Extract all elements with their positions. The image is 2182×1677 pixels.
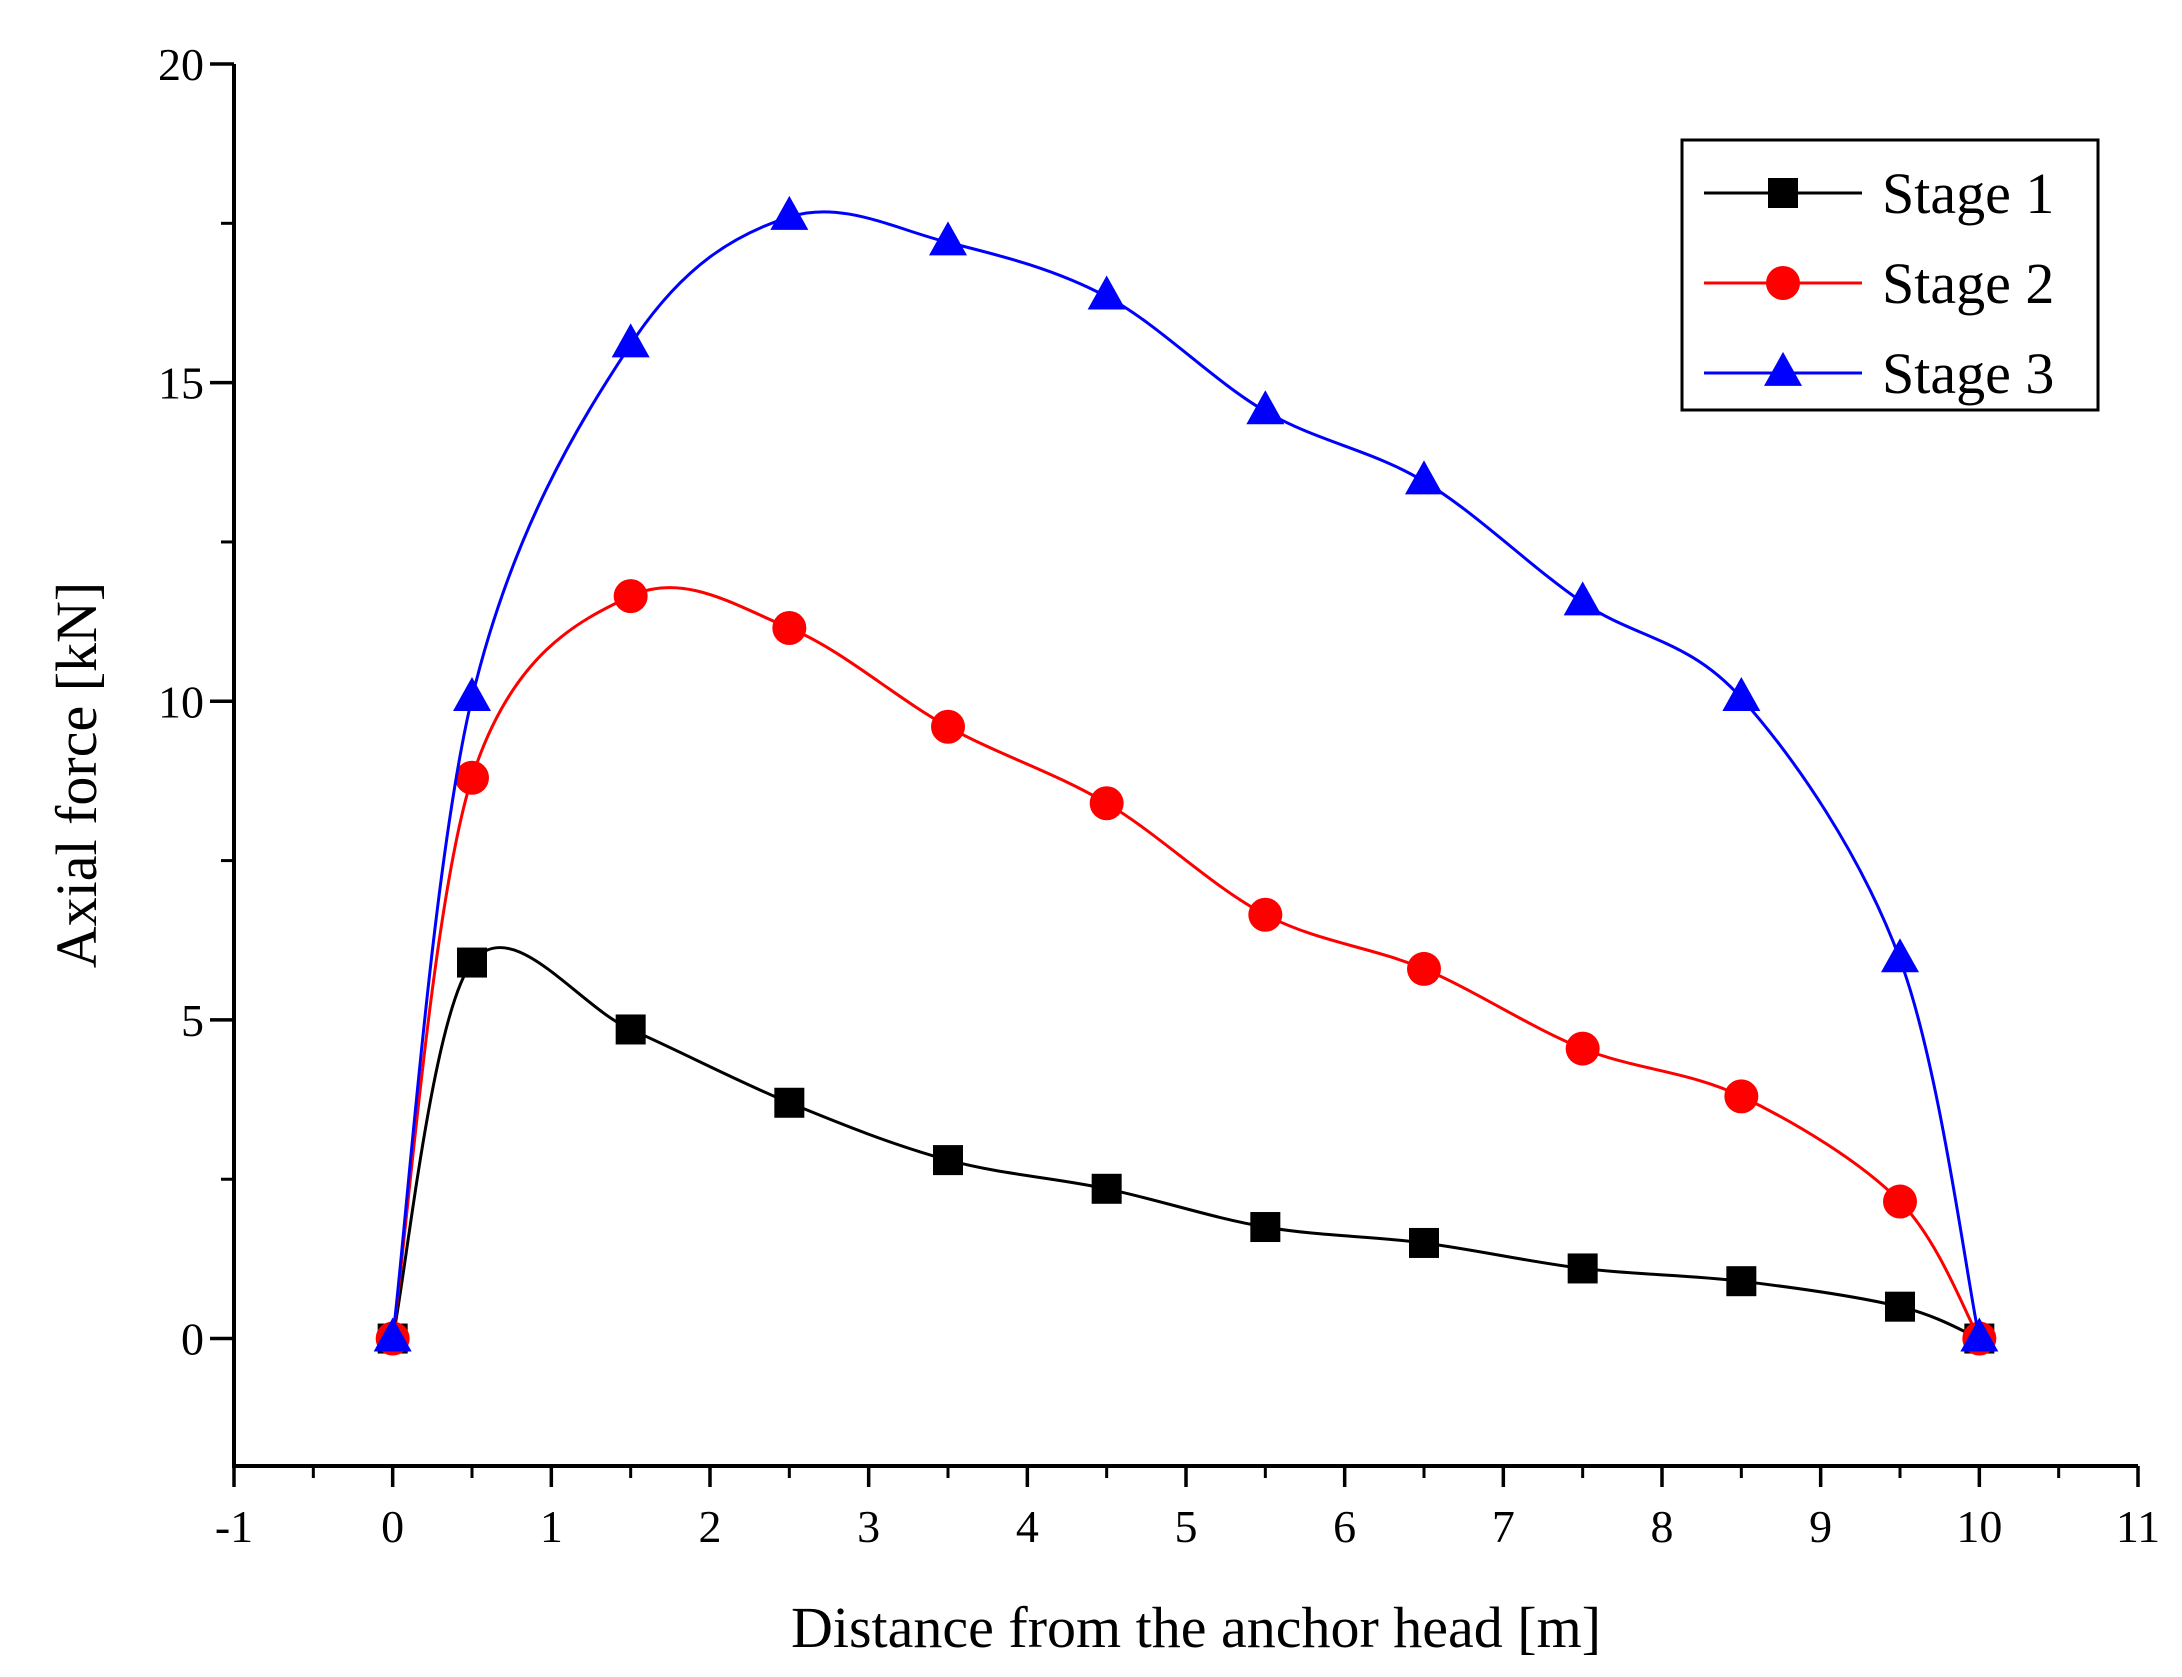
data-point bbox=[1885, 1291, 1915, 1322]
x-tick-label: 7 bbox=[1492, 1501, 1515, 1552]
series-2 bbox=[375, 579, 1997, 1356]
data-point bbox=[931, 709, 965, 744]
data-point bbox=[373, 1317, 412, 1352]
y-tick-label: 15 bbox=[158, 358, 204, 409]
data-point bbox=[613, 579, 648, 614]
data-point bbox=[1722, 677, 1761, 712]
legend-marker bbox=[1768, 178, 1798, 208]
x-tick-label: 10 bbox=[1956, 1501, 2002, 1552]
legend-label: Stage 1 bbox=[1882, 161, 2054, 226]
series-line bbox=[391, 210, 1981, 1339]
data-point bbox=[615, 1014, 646, 1045]
y-tick-label: 10 bbox=[158, 676, 204, 727]
data-point bbox=[1883, 1184, 1917, 1219]
data-point bbox=[1726, 1266, 1757, 1297]
x-tick-label: 11 bbox=[2116, 1501, 2160, 1552]
x-tick-label: 5 bbox=[1175, 1501, 1198, 1552]
legend-marker bbox=[1764, 351, 1802, 386]
plot-series bbox=[373, 195, 1999, 1356]
legend-box bbox=[1680, 138, 2100, 412]
data-point bbox=[1881, 938, 1919, 973]
legend-entry-3: Stage 3 bbox=[1704, 341, 2054, 406]
data-point bbox=[1089, 786, 1124, 821]
x-tick-label: 0 bbox=[381, 1501, 404, 1552]
legend-entry-1: Stage 1 bbox=[1704, 161, 2054, 226]
x-tick-label: 1 bbox=[540, 1501, 563, 1552]
x-tick-label: 6 bbox=[1333, 1501, 1356, 1552]
data-point bbox=[1407, 951, 1441, 986]
x-axis-title: Distance from the anchor head [m] bbox=[791, 1595, 1601, 1660]
series-1 bbox=[377, 946, 1995, 1354]
x-tick-label: -1 bbox=[215, 1501, 253, 1552]
data-point bbox=[1405, 460, 1443, 495]
x-tick-label: 8 bbox=[1651, 1501, 1674, 1552]
data-point bbox=[774, 1087, 805, 1118]
y-tick-label: 0 bbox=[181, 1314, 204, 1365]
data-point bbox=[1087, 275, 1126, 310]
y-tick-label: 5 bbox=[181, 995, 204, 1046]
data-point bbox=[1567, 1253, 1598, 1284]
data-point bbox=[770, 195, 809, 230]
data-point bbox=[1250, 1212, 1281, 1243]
x-tick-label: 3 bbox=[857, 1501, 880, 1552]
data-point bbox=[455, 760, 489, 795]
data-point bbox=[1565, 1031, 1600, 1066]
data-point bbox=[933, 1145, 963, 1176]
data-point bbox=[1563, 581, 1602, 616]
data-point bbox=[1246, 390, 1285, 425]
data-point bbox=[772, 610, 807, 645]
data-point bbox=[929, 221, 967, 256]
series-3 bbox=[373, 195, 1999, 1352]
legend-label: Stage 2 bbox=[1882, 251, 2054, 316]
x-tick-label: 4 bbox=[1016, 1501, 1039, 1552]
legend-label: Stage 3 bbox=[1882, 341, 2054, 406]
legend-entry-2: Stage 2 bbox=[1704, 251, 2054, 316]
legend: Stage 1 Stage 2 Stage 3 bbox=[1680, 138, 2100, 412]
data-point bbox=[1724, 1079, 1759, 1114]
data-point bbox=[453, 677, 491, 712]
data-point bbox=[611, 323, 650, 358]
x-tick-label: 2 bbox=[699, 1501, 722, 1552]
data-point bbox=[457, 947, 487, 978]
legend-marker bbox=[1766, 266, 1800, 300]
data-point bbox=[1960, 1317, 1999, 1352]
x-tick-label: 9 bbox=[1809, 1501, 1832, 1552]
data-point bbox=[1409, 1227, 1439, 1258]
axes: -1 0 1 2 3 4 5 6 7 8 9 10 11 0 5 10 15 20 bbox=[158, 39, 2160, 1552]
y-tick-label: 20 bbox=[158, 39, 204, 90]
data-point bbox=[1248, 897, 1283, 932]
data-point bbox=[1091, 1173, 1122, 1204]
y-axis-title: Axial force [kN] bbox=[44, 582, 109, 969]
